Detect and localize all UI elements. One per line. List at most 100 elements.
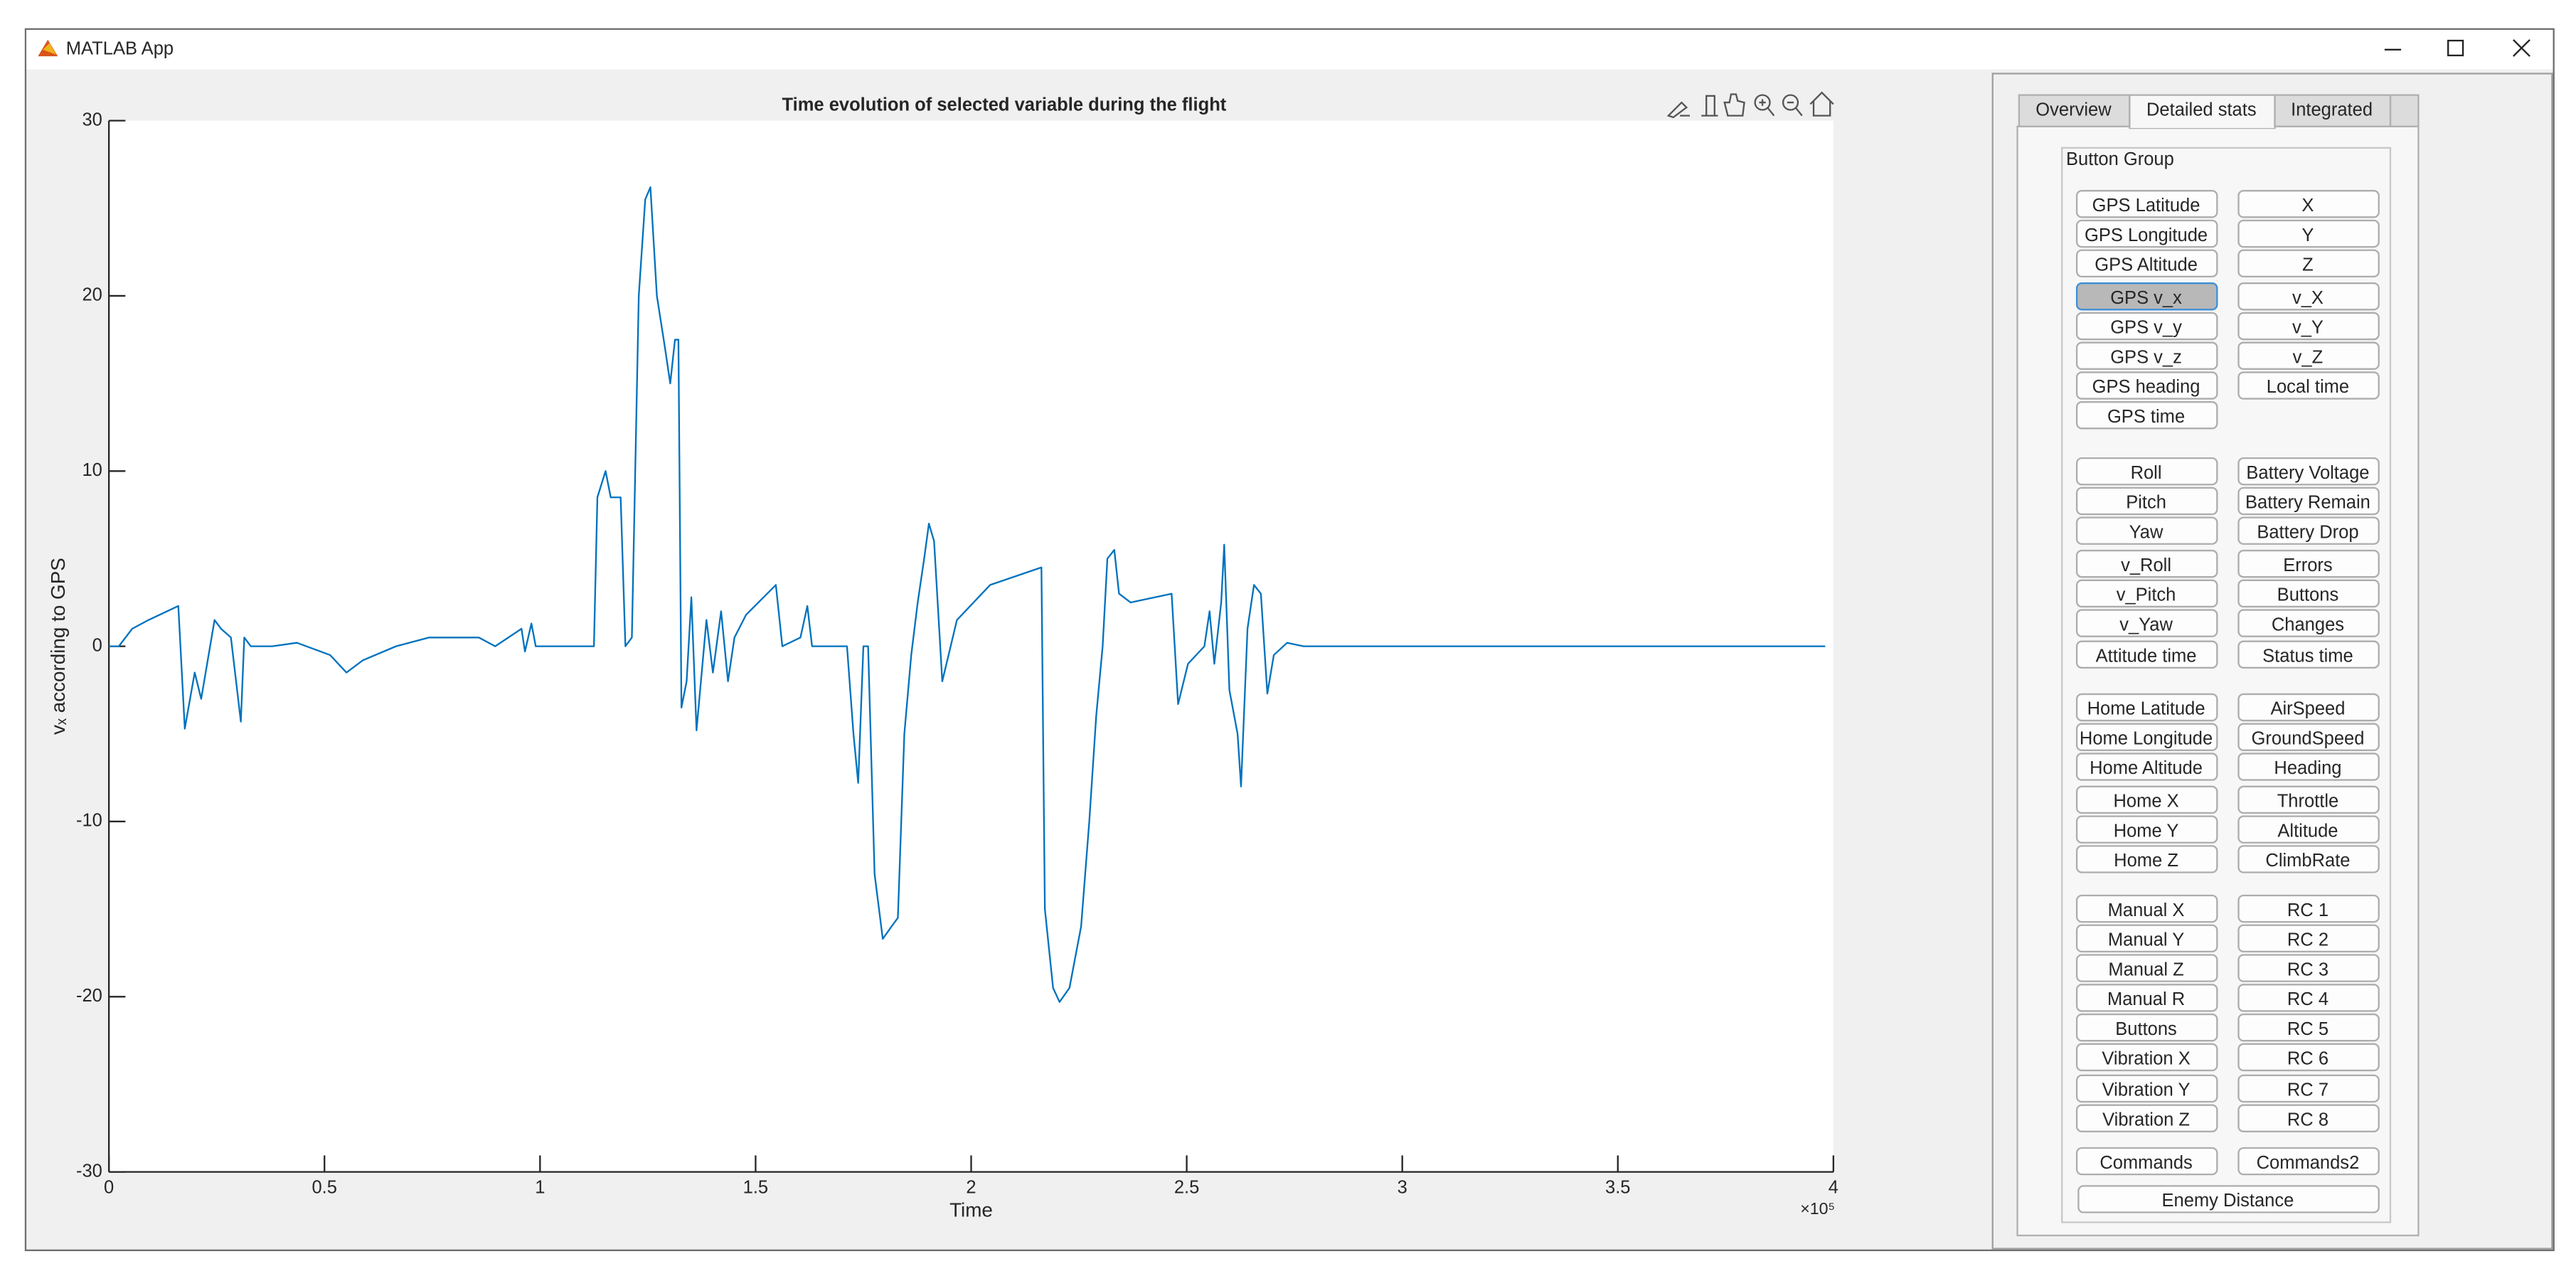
button[interactable]: GPS heading (2075, 371, 2218, 400)
button-label[interactable]: GPS v_y (2110, 318, 2182, 338)
button[interactable]: Battery Remain (2237, 487, 2380, 516)
button-label[interactable]: Battery Remain (2245, 493, 2370, 513)
button[interactable]: Roll (2075, 457, 2218, 486)
button-face[interactable] (2075, 1104, 2218, 1132)
button-label[interactable]: Home Altitude (2090, 758, 2203, 778)
button-face[interactable] (2237, 579, 2380, 608)
button-face[interactable] (2075, 1043, 2218, 1072)
button[interactable]: v_X (2237, 282, 2380, 311)
button[interactable]: Vibration Z (2075, 1104, 2218, 1132)
button-label[interactable]: v_Pitch (2117, 585, 2176, 605)
button-label[interactable]: Commands (2099, 1153, 2192, 1173)
tab-label[interactable]: Overview (2035, 100, 2112, 119)
button-face[interactable] (2075, 984, 2218, 1012)
button-face[interactable] (2237, 1074, 2380, 1103)
button-label[interactable]: RC 3 (2287, 960, 2328, 979)
tab[interactable] (2274, 94, 2392, 127)
tab[interactable] (2129, 94, 2276, 129)
button[interactable]: RC 4 (2237, 984, 2380, 1012)
button-face[interactable] (2237, 894, 2380, 923)
button-label[interactable]: Throttle (2277, 792, 2339, 812)
button-label[interactable]: Buttons (2277, 585, 2339, 605)
button-face[interactable] (2237, 1043, 2380, 1072)
button[interactable]: v_Z (2237, 341, 2380, 370)
button[interactable]: GPS Longitude (2075, 219, 2218, 248)
button-label[interactable]: Manual Y (2108, 930, 2184, 950)
button-label[interactable]: RC 8 (2287, 1110, 2328, 1129)
button-label[interactable]: GPS v_x (2110, 288, 2182, 308)
button-label[interactable]: Pitch (2126, 493, 2166, 513)
button-label[interactable]: Commands2 (2257, 1153, 2360, 1173)
button[interactable]: RC 5 (2237, 1013, 2380, 1042)
button-face[interactable] (2075, 282, 2218, 311)
button-face[interactable] (2237, 282, 2380, 311)
button-label[interactable]: RC 6 (2287, 1049, 2328, 1069)
button[interactable]: Y (2237, 219, 2380, 248)
button-face[interactable] (2237, 516, 2380, 545)
button-face[interactable] (2075, 219, 2218, 248)
button-face[interactable] (2237, 487, 2380, 516)
button-label[interactable]: Vibration Z (2102, 1110, 2190, 1129)
button-label[interactable]: GPS Altitude (2095, 255, 2198, 275)
button-face[interactable] (2237, 845, 2380, 873)
button-face[interactable] (2237, 924, 2380, 953)
button-label[interactable]: GPS heading (2092, 377, 2200, 397)
button-label[interactable]: Vibration X (2102, 1049, 2190, 1069)
button[interactable]: Pitch (2075, 487, 2218, 516)
button[interactable]: Buttons (2237, 579, 2380, 608)
button-face[interactable] (2237, 640, 2380, 669)
button[interactable]: Changes (2237, 609, 2380, 637)
button[interactable]: GPS v_x (2075, 282, 2218, 311)
button-face[interactable] (2237, 457, 2380, 486)
button[interactable]: GroundSpeed (2237, 723, 2380, 751)
button[interactable]: ClimbRate (2237, 845, 2380, 873)
button[interactable]: GPS v_z (2075, 341, 2218, 370)
button-label[interactable]: GPS v_z (2110, 347, 2182, 367)
button[interactable]: X (2237, 190, 2380, 218)
button[interactable]: Errors (2237, 549, 2380, 578)
button-face[interactable] (2075, 1147, 2218, 1176)
button-face[interactable] (2075, 401, 2218, 430)
button[interactable]: Yaw (2075, 516, 2218, 545)
button-face[interactable] (2237, 609, 2380, 637)
button-label[interactable]: RC 4 (2287, 989, 2328, 1009)
button-label[interactable]: Local time (2267, 377, 2349, 397)
button[interactable]: GPS time (2075, 401, 2218, 430)
button-label[interactable]: Manual R (2107, 989, 2185, 1009)
button-face[interactable] (2237, 549, 2380, 578)
button-label[interactable]: GroundSpeed (2252, 728, 2365, 748)
button[interactable]: RC 3 (2237, 954, 2380, 982)
button-label[interactable]: Roll (2131, 463, 2162, 483)
button-face[interactable] (2237, 723, 2380, 751)
button-face[interactable] (2075, 609, 2218, 637)
button-label[interactable]: Errors (2283, 556, 2332, 575)
button-label[interactable]: GPS time (2107, 407, 2185, 427)
button-label[interactable]: v_Z (2293, 347, 2324, 367)
button-face[interactable] (2075, 640, 2218, 669)
button[interactable]: Vibration X (2075, 1043, 2218, 1072)
button-label[interactable]: Home Longitude (2080, 728, 2213, 748)
button-face[interactable] (2237, 785, 2380, 814)
button[interactable]: GPS Latitude (2075, 190, 2218, 218)
button[interactable]: Home Y (2075, 815, 2218, 844)
button-face[interactable] (2075, 549, 2218, 578)
button-label[interactable]: Z (2302, 255, 2314, 275)
button[interactable]: RC 2 (2237, 924, 2380, 953)
button[interactable]: v_Y (2237, 312, 2380, 341)
button-face[interactable] (2237, 693, 2380, 722)
button-label[interactable]: RC 1 (2287, 900, 2328, 920)
button-face[interactable] (2237, 954, 2380, 982)
button[interactable]: AirSpeed (2237, 693, 2380, 722)
button[interactable]: GPS Altitude (2075, 249, 2218, 278)
button-label[interactable]: Y (2301, 225, 2314, 245)
button[interactable]: Manual X (2075, 894, 2218, 923)
button[interactable]: v_Roll (2075, 549, 2218, 578)
button-face[interactable] (2237, 1104, 2380, 1132)
button-face[interactable] (2075, 1074, 2218, 1103)
button-face[interactable] (2077, 1185, 2380, 1213)
button[interactable]: Manual R (2075, 984, 2218, 1012)
button-label[interactable]: Home Latitude (2087, 699, 2205, 719)
button[interactable]: Home Latitude (2075, 693, 2218, 722)
button-face[interactable] (2075, 693, 2218, 722)
button[interactable]: GPS v_y (2075, 312, 2218, 341)
